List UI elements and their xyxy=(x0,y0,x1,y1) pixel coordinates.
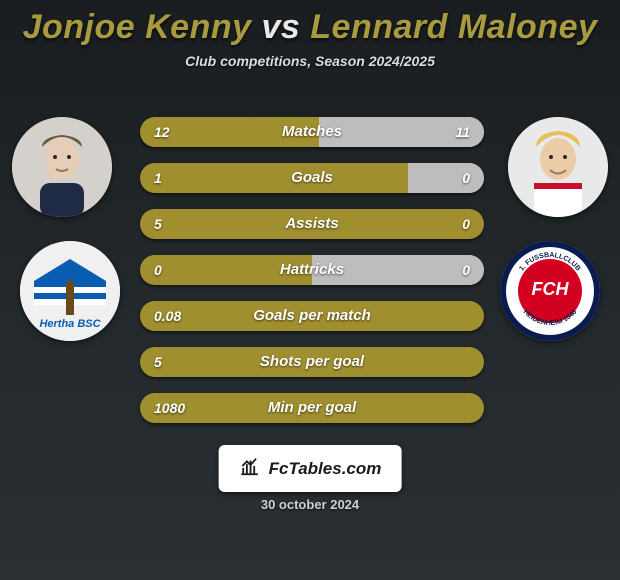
site-name: FcTables.com xyxy=(269,459,382,479)
stat-row: Hattricks0 0 xyxy=(140,255,484,285)
stat-row: Goals1 0 xyxy=(140,163,484,193)
stat-row: Matches12 11 xyxy=(140,117,484,147)
chart-icon xyxy=(239,455,261,482)
stat-label: Matches xyxy=(140,117,484,147)
stat-value-right: 0 xyxy=(462,209,470,239)
stat-label: Shots per goal xyxy=(140,347,484,377)
stat-value-left: 12 xyxy=(154,117,170,147)
stat-row: Goals per match0.08 xyxy=(140,301,484,331)
stat-row: Min per goal1080 xyxy=(140,393,484,423)
stage: Hertha BSC FCH 1. FUSSBALLCLUB HEIDENHEI… xyxy=(0,69,620,529)
svg-text:FCH: FCH xyxy=(532,279,570,299)
stat-value-left: 1 xyxy=(154,163,162,193)
stat-label: Hattricks xyxy=(140,255,484,285)
player1-club-badge: Hertha BSC xyxy=(20,241,120,341)
stat-value-left: 1080 xyxy=(154,393,185,423)
stat-value-left: 5 xyxy=(154,209,162,239)
stat-value-left: 0 xyxy=(154,255,162,285)
stat-value-left: 5 xyxy=(154,347,162,377)
stat-value-right: 0 xyxy=(462,255,470,285)
title-player1: Jonjoe Kenny xyxy=(23,8,252,46)
player2-avatar xyxy=(508,117,608,217)
stat-value-right: 11 xyxy=(455,117,470,147)
footer-date: 30 october 2024 xyxy=(0,497,620,512)
stat-value-right: 0 xyxy=(462,163,470,193)
svg-text:Hertha BSC: Hertha BSC xyxy=(39,318,101,330)
stat-bars: Matches1211Goals10Assists50Hattricks00Go… xyxy=(140,117,484,439)
player2-club-badge: FCH 1. FUSSBALLCLUB HEIDENHEIM 1846 xyxy=(500,241,600,341)
stat-label: Goals per match xyxy=(140,301,484,331)
site-badge: FcTables.com xyxy=(219,445,402,492)
stat-label: Goals xyxy=(140,163,484,193)
subtitle: Club competitions, Season 2024/2025 xyxy=(0,53,620,69)
stat-label: Min per goal xyxy=(140,393,484,423)
stat-value-left: 0.08 xyxy=(154,301,181,331)
stat-label: Assists xyxy=(140,209,484,239)
title-vs: vs xyxy=(262,8,301,46)
stat-row: Shots per goal5 xyxy=(140,347,484,377)
title-player2: Lennard Maloney xyxy=(310,8,597,46)
stat-row: Assists5 0 xyxy=(140,209,484,239)
comparison-title: Jonjoe Kenny vs Lennard Maloney xyxy=(0,0,620,47)
player1-avatar xyxy=(12,117,112,217)
